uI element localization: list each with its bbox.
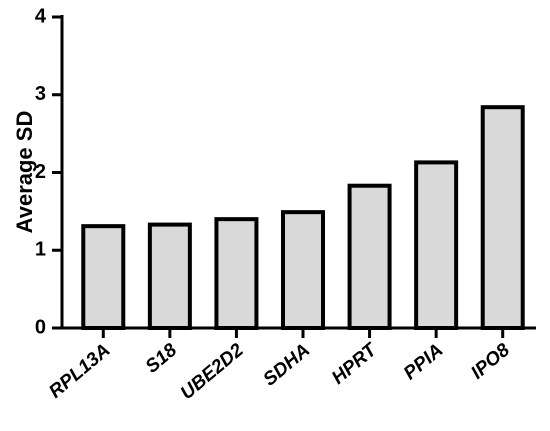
bar: [281, 210, 325, 330]
x-tick-label: RPL13A: [45, 340, 114, 403]
y-tick-label: 3: [35, 83, 46, 105]
y-tick-label: 4: [35, 5, 47, 27]
bar: [414, 160, 459, 330]
x-tick-label: HPRT: [328, 339, 382, 389]
y-tick-label: 2: [35, 161, 46, 183]
y-axis-label: Average SD: [12, 111, 37, 234]
x-tick-label: PPIA: [400, 340, 447, 385]
y-tick-label: 0: [35, 316, 46, 338]
bar: [347, 183, 392, 330]
y-tick-label: 1: [35, 239, 46, 261]
bar: [480, 105, 525, 330]
x-tick-label: IPO8: [467, 339, 514, 383]
x-tick-label: S18: [142, 339, 182, 377]
bar: [81, 224, 126, 331]
x-tick-label: UBE2D2: [177, 339, 248, 404]
x-tick-label: SDHA: [259, 340, 314, 391]
bar: [147, 222, 192, 330]
bar: [214, 217, 259, 330]
